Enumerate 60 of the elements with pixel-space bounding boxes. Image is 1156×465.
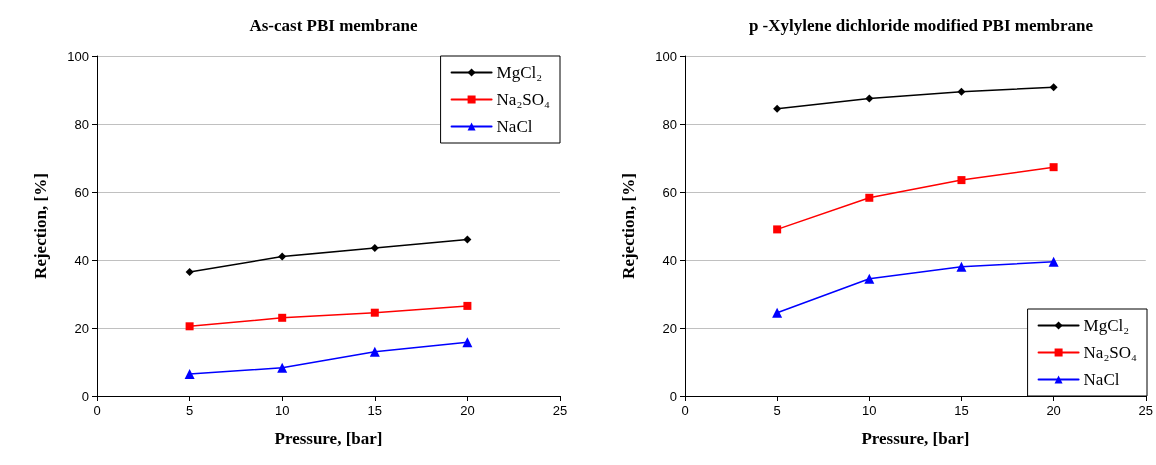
point [773,104,782,113]
point [772,307,783,318]
x-tick-label: 20 [1046,403,1061,418]
point [278,313,287,322]
x-tick-label: 10 [862,403,877,418]
point [463,301,472,310]
point [463,235,472,244]
point [864,273,875,284]
y-tick-label: 80 [74,116,89,132]
y-axis-title: Rejection, [%] [31,173,50,279]
x-tick-label: 20 [460,403,475,418]
point [865,193,874,202]
y-tick-label: 100 [655,48,677,64]
y-tick-label: 100 [67,48,89,64]
point [1048,256,1059,267]
y-tick-label: 0 [81,388,89,404]
point [865,94,874,103]
x-tick-label: 0 [93,403,101,418]
x-tick-label: 10 [274,403,290,418]
point [462,337,473,348]
point [957,87,966,96]
x-axis-title: Pressure, [bar] [861,429,970,448]
point [369,346,380,357]
y-tick-label: 20 [74,320,89,336]
legend-label: NaCl [496,117,533,136]
y-tick-label: 40 [74,252,89,268]
y-tick-label: 60 [662,184,677,200]
point [278,252,287,261]
point [277,362,288,373]
y-tick-label: 40 [662,252,677,268]
x-axis-title: Pressure, [bar] [274,429,383,448]
point [956,261,967,272]
x-tick-label: 25 [552,403,568,418]
x-tick-label: 0 [681,403,689,418]
x-tick-label: 5 [773,403,781,418]
point [185,267,194,276]
legend-label: Na₂SO₄ [1083,343,1138,362]
legend-label: MgCl₂ [496,63,543,82]
point [1049,83,1058,92]
point [184,368,195,379]
point [1049,163,1058,172]
point [185,322,194,331]
legend-label: Na₂SO₄ [496,90,551,109]
x-tick-label: 5 [185,403,194,418]
y-axis-title: Rejection, [%] [619,173,638,279]
y-tick-label: 60 [74,184,89,200]
legend-label: MgCl₂ [1083,316,1130,335]
y-tick-label: 80 [662,116,677,132]
y-tick-label: 0 [669,388,677,404]
point [957,176,966,185]
x-tick-label: 25 [1138,403,1153,418]
x-tick-label: 15 [367,403,383,418]
chart-title: As-cast PBI membrane [249,16,418,35]
x-tick-label: 15 [954,403,969,418]
point [370,244,379,253]
chart-title: p -Xylylene dichloride modified PBI membrane [748,16,1094,35]
point [773,225,782,234]
point [370,308,379,317]
y-tick-label: 20 [662,320,677,336]
legend-label: NaCl [1083,370,1120,389]
